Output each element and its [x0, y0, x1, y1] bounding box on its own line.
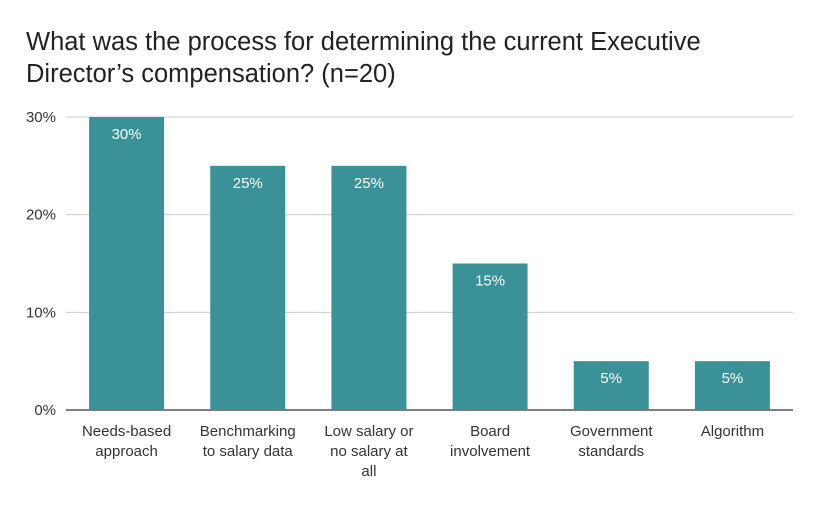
bars — [89, 117, 770, 410]
bar — [573, 361, 649, 410]
x-tick-label: Government standards — [570, 423, 653, 460]
bar — [89, 117, 165, 410]
x-tick-label-line: Low salary or — [324, 423, 413, 440]
x-tick-label-line: Algorithm — [701, 423, 764, 440]
bar — [331, 165, 407, 410]
data-label: 5% — [600, 370, 622, 387]
bar — [210, 165, 286, 410]
x-tick-label: Benchmarking to salary data — [200, 423, 296, 460]
data-label: 30% — [112, 126, 142, 143]
x-tick-label-line: approach — [95, 443, 158, 460]
x-tick-label: Algorithm — [701, 423, 764, 440]
bar — [694, 361, 770, 410]
y-tick-label: 0% — [34, 402, 56, 419]
x-tick-labels: Needs-based approach Benchmarking to salary… — [82, 423, 764, 480]
x-tick-label-line: Benchmarking — [200, 423, 296, 440]
x-tick-label-line: to salary data — [203, 443, 294, 460]
y-tick-label: 10% — [26, 304, 56, 321]
x-tick-label: Low salary or no salary at all — [324, 423, 413, 480]
x-tick-label-line: no salary at — [330, 443, 408, 460]
x-tick-label-line: standards — [578, 443, 644, 460]
y-tick-label: 20% — [26, 207, 56, 224]
x-tick-label-line: Needs-based — [82, 423, 171, 440]
data-label: 25% — [233, 175, 263, 192]
data-labels: 30% 25% 25% 15% 5% 5% — [112, 126, 744, 387]
y-tick-label: 30% — [26, 109, 56, 126]
y-tick-labels: 0% 10% 20% 30% — [26, 109, 56, 419]
x-tick-label-line: Government — [570, 423, 653, 440]
x-tick-label: Board involvement — [450, 423, 531, 460]
x-tick-label: Needs-based approach — [82, 423, 171, 460]
bar — [452, 263, 528, 410]
data-label: 5% — [722, 370, 744, 387]
x-tick-label-line: all — [361, 463, 376, 480]
chart-title: What was the process for determining the… — [26, 28, 701, 88]
data-label: 15% — [475, 273, 505, 290]
x-tick-label-line: Board — [470, 423, 510, 440]
gridlines — [66, 116, 793, 411]
x-tick-label-line: involvement — [450, 443, 531, 460]
data-label: 25% — [354, 175, 384, 192]
